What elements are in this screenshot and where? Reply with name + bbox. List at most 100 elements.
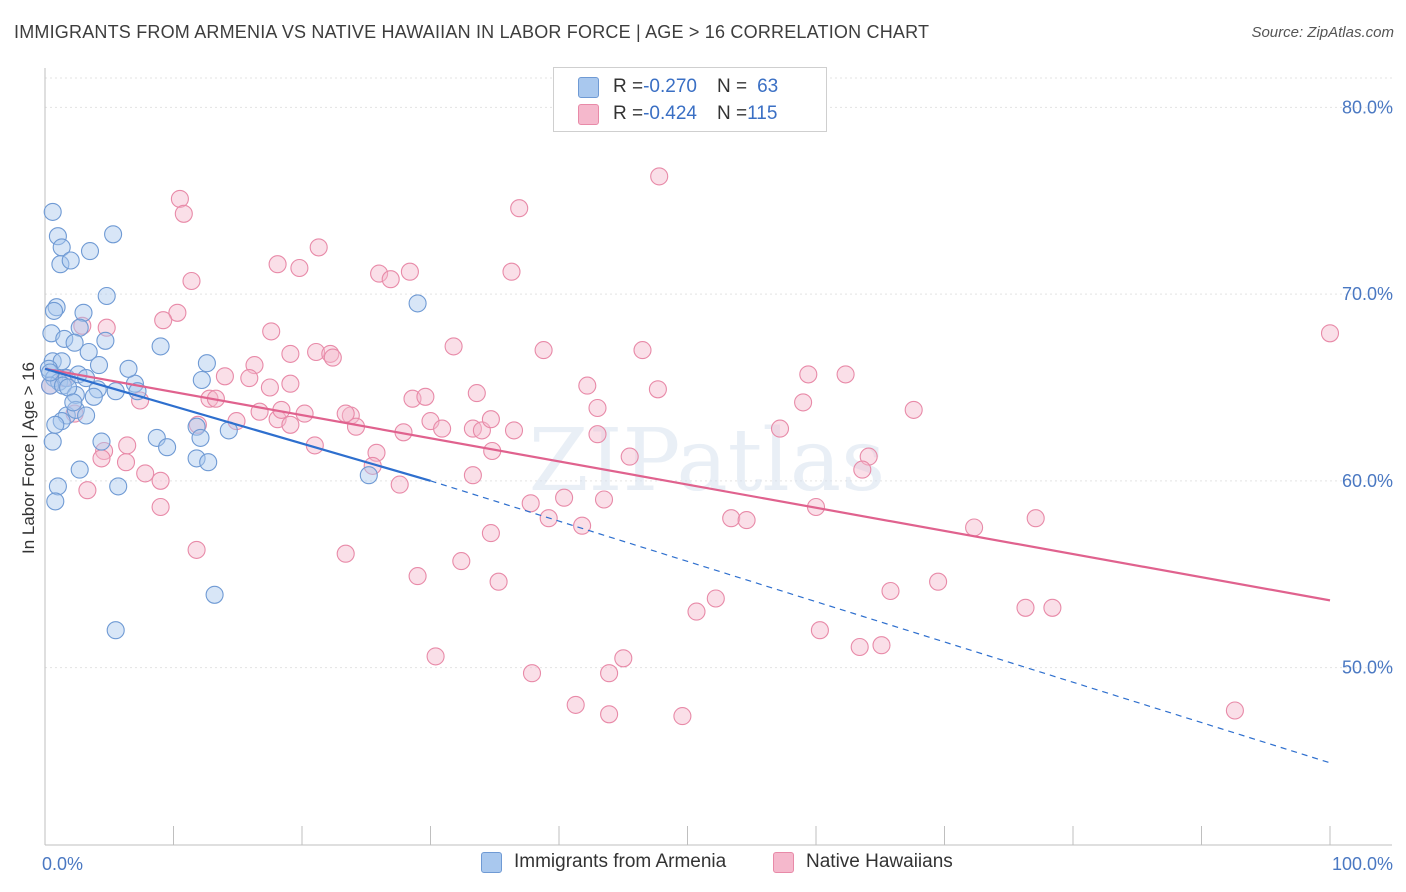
hawaiian-point-92 (706, 589, 725, 608)
hawaiian-point-32 (648, 380, 667, 399)
hawaiian-point-90 (929, 572, 948, 591)
armenia-trend-line (44, 367, 431, 482)
hawaiian-point-24 (323, 348, 342, 367)
x-tick-label-1: 100.0% (1332, 854, 1393, 874)
hawaiian-point-31 (578, 376, 597, 395)
hawaiian-point-70 (151, 471, 170, 490)
hawaiian-point-77 (151, 497, 170, 517)
source-credit: Source: ZipAtlas.com (1251, 24, 1394, 41)
armenia-point-4 (61, 251, 80, 270)
hawaiian-point-18 (281, 344, 300, 363)
hawaiian-point-85 (187, 540, 206, 559)
armenia-point-9 (44, 301, 64, 320)
hawaiian-point-7 (370, 264, 389, 283)
hawaiian-point-14 (97, 318, 116, 337)
series-native-hawaiians (41, 167, 1340, 726)
x-tick-label-0: 0.0% (42, 854, 83, 874)
armenia-point-6 (104, 225, 123, 244)
hawaiian-point-1 (170, 189, 189, 208)
hawaiian-point-72 (78, 481, 97, 500)
hawaiian-point-21 (633, 341, 652, 360)
hawaiian-point-69 (463, 466, 482, 485)
hawaiian-point-100 (614, 649, 633, 668)
y-tick-label-1: 60.0% (1342, 471, 1393, 491)
armenia-point-30 (66, 385, 85, 404)
hawaiian-point-39 (794, 393, 813, 412)
hawaiian-point-68 (136, 464, 155, 483)
hawaiian-point-12 (168, 303, 187, 322)
hawaiian-point-56 (504, 421, 524, 440)
chart-title: IMMIGRANTS FROM ARMENIA VS NATIVE HAWAII… (14, 22, 930, 42)
armenia-point-10 (74, 303, 93, 322)
hawaiian-point-86 (336, 544, 355, 563)
hawaiian-point-26 (799, 365, 818, 384)
legend-row-armenia: R = -0.270 N = 63 (578, 74, 778, 100)
hawaiian-point-27 (836, 365, 855, 384)
armenia-point-47 (187, 449, 206, 468)
armenia-r-value: -0.270 (643, 76, 697, 97)
armenia-point-48 (199, 453, 218, 472)
hawaiian-point-41 (588, 398, 607, 418)
armenia-point-55 (106, 621, 125, 640)
armenia-point-1 (48, 227, 67, 246)
hawaiian-point-98 (872, 636, 891, 655)
hawaiian-point-53 (433, 419, 452, 438)
hawaiian-point-20 (534, 341, 553, 360)
hawaiian-point-33 (260, 378, 279, 397)
hawaiian-point-84 (481, 524, 500, 543)
hawaiian-point-106 (1225, 701, 1244, 720)
armenia-point-12 (70, 318, 89, 337)
hawaiian-point-9 (502, 262, 521, 281)
armenia-point-41 (187, 417, 206, 436)
hawaiian-point-99 (426, 647, 445, 666)
armenia-point-14 (65, 333, 84, 352)
armenia-point-19 (79, 342, 98, 362)
armenia-point-0 (43, 202, 62, 221)
legend-row-hawaiian: R = -0.424 N = 115 (578, 101, 777, 127)
hawaiian-point-110 (481, 410, 500, 429)
hawaiian-swatch (578, 103, 599, 125)
armenia-point-44 (43, 432, 62, 451)
hawaiian-point-30 (281, 374, 300, 393)
armenia-point-16 (151, 337, 170, 356)
armenia-point-21 (197, 354, 216, 373)
armenia-point-38 (77, 406, 96, 425)
hawaiian-point-10 (182, 271, 201, 291)
hawaiian-point-54 (463, 419, 482, 438)
hawaiian-point-63 (620, 447, 639, 466)
armenia-point-50 (70, 460, 89, 479)
hawaiian-point-58 (118, 436, 137, 455)
armenia-point-51 (109, 477, 128, 496)
hawaiian-r-value: -0.424 (643, 103, 697, 124)
y-tick-label-3: 80.0% (1342, 97, 1393, 117)
hawaiian-point-40 (904, 400, 923, 419)
armenia-point-62 (119, 359, 138, 378)
hawaiian-point-82 (573, 516, 592, 535)
armenia-point-37 (66, 400, 85, 419)
hawaiian-point-67 (853, 460, 872, 479)
hawaiian-point-108 (336, 404, 355, 423)
hawaiian-point-104 (600, 705, 619, 724)
series-immigrants-from-armenia (39, 202, 427, 640)
hawaiian-point-87 (452, 552, 471, 571)
hawaiian-point-80 (737, 511, 756, 530)
hawaiian-point-29 (215, 367, 234, 386)
legend-item-armenia: Immigrants from Armenia (481, 851, 726, 873)
hawaiian-point-81 (1026, 509, 1045, 528)
hawaiian-point-93 (687, 602, 706, 621)
hawaiian-point-88 (408, 567, 427, 586)
trend-lines (44, 367, 1331, 764)
watermark: ZIPatlas (529, 411, 885, 511)
hawaiian-point-8 (400, 262, 419, 281)
armenia-point-13 (55, 329, 74, 348)
hawaiian-point-22 (1320, 324, 1340, 343)
armenia-n-label: N = (716, 76, 748, 97)
armenia-trend-extension (430, 480, 1331, 764)
armenia-n-value: 63 (757, 76, 779, 97)
hawaiian-n-value: 115 (747, 103, 778, 124)
legend-armenia-swatch (481, 851, 502, 873)
correlation-legend: R = -0.270 N = 63 R = -0.424 N = 115 (553, 67, 827, 132)
legend-armenia-label: Immigrants from Armenia (514, 851, 727, 872)
hawaiian-point-35 (416, 387, 435, 406)
